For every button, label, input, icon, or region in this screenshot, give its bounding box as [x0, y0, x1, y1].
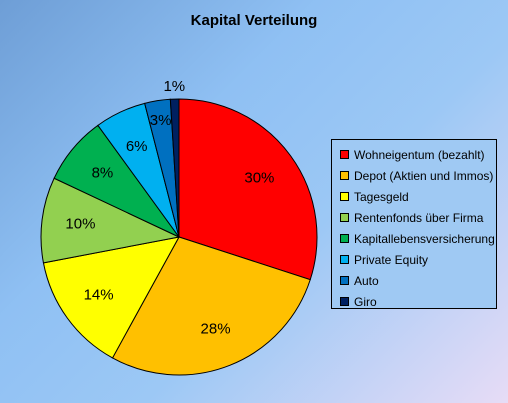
legend-swatch: [340, 255, 349, 264]
data-label: 8%: [92, 165, 114, 182]
legend-label: Kapitallebensversicherung: [354, 231, 495, 246]
legend: Wohneigentum (bezahlt) Depot (Aktien und …: [331, 139, 497, 309]
legend-swatch: [340, 192, 349, 201]
chart-title: Kapital Verteilung: [190, 12, 318, 29]
legend-item: Depot (Aktien und Immos): [340, 165, 496, 186]
legend-label: Rentenfonds über Firma: [354, 210, 484, 225]
data-label: 28%: [201, 320, 231, 337]
legend-swatch: [340, 234, 349, 243]
legend-item: Wohneigentum (bezahlt): [340, 144, 496, 165]
legend-item: Rentenfonds über Firma: [340, 207, 496, 228]
data-label: 3%: [150, 112, 172, 129]
legend-item: Kapitallebensversicherung: [340, 228, 496, 249]
legend-item: Giro: [340, 291, 496, 312]
legend-label: Wohneigentum (bezahlt): [354, 147, 485, 162]
pie-slice: [42, 236, 180, 359]
legend-item: Private Equity: [340, 249, 496, 270]
data-label: 30%: [244, 170, 274, 187]
legend-label: Depot (Aktien und Immos): [354, 168, 494, 183]
legend-swatch: [340, 297, 349, 306]
pie-slice: [40, 177, 181, 264]
legend-swatch: [340, 171, 349, 180]
legend-item: Tagesgeld: [340, 186, 496, 207]
legend-label: Giro: [354, 294, 377, 309]
pie-slice: [169, 98, 180, 238]
legend-label: Auto: [354, 273, 379, 288]
legend-swatch: [340, 276, 349, 285]
legend-item: Auto: [340, 270, 496, 291]
data-label: 6%: [126, 138, 148, 155]
data-label: 10%: [65, 216, 95, 233]
legend-label: Private Equity: [354, 252, 429, 267]
legend-swatch: [340, 150, 349, 159]
legend-swatch: [340, 213, 349, 222]
data-label: 1%: [163, 78, 185, 95]
pie-slice: [111, 236, 311, 376]
pie-slice: [178, 98, 318, 281]
legend-label: Tagesgeld: [354, 189, 409, 204]
data-label: 14%: [84, 286, 114, 303]
